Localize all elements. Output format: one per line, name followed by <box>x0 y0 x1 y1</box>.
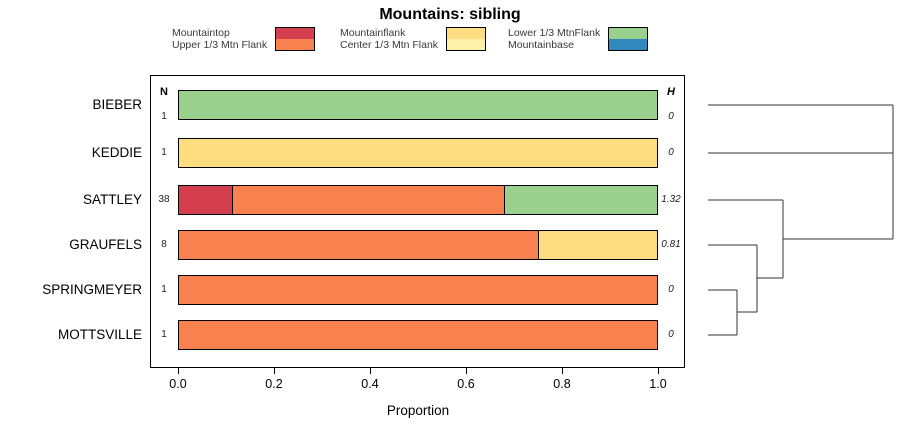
legend-label: Upper 1/3 Mtn Flank <box>172 39 268 51</box>
legend-swatch <box>608 27 649 51</box>
h-column-header: H <box>667 86 675 98</box>
legend-color-mountainflank <box>447 28 486 39</box>
bar-segment <box>179 231 538 259</box>
axis-tick <box>370 368 371 374</box>
row-label: SPRINGMEYER <box>42 282 142 297</box>
h-value: 0 <box>668 284 674 295</box>
row-label: MOTTSVILLE <box>57 327 142 342</box>
chart-title: Mountains: sibling <box>379 6 521 23</box>
legend-label: Mountainbase <box>508 39 574 51</box>
bar-segment <box>537 231 657 259</box>
legend-swatch <box>446 27 487 51</box>
n-value: 38 <box>158 194 170 205</box>
axis-tick <box>178 368 179 374</box>
legend-color-mountainbase <box>609 39 648 50</box>
bar-bieber <box>178 90 658 120</box>
n-value: 1 <box>161 111 167 122</box>
n-value: 8 <box>161 239 167 250</box>
legend-labels: Mountainflank Center 1/3 Mtn Flank <box>340 27 438 51</box>
axis-tick <box>274 368 275 374</box>
row-label: SATTLEY <box>82 192 142 207</box>
dendrogram-lines <box>708 104 894 336</box>
legend-color-upper-flank <box>276 39 315 50</box>
legend-labels: Lower 1/3 MtnFlank Mountainbase <box>508 27 600 51</box>
legend-color-lower-flank <box>609 28 648 39</box>
axis-tick-label: 1.0 <box>649 377 667 391</box>
axis-tick-label: 0.8 <box>553 377 571 391</box>
legend-swatch <box>275 27 316 51</box>
h-value: 0.81 <box>661 239 681 250</box>
legend-label: Mountaintop <box>172 27 230 39</box>
legend: Mountaintop Upper 1/3 Mtn Flank Mountain… <box>0 27 900 55</box>
plot-area <box>150 75 685 368</box>
bar-segment <box>179 186 232 214</box>
dendrogram <box>708 104 894 336</box>
n-value: 1 <box>161 329 167 340</box>
axis-tick-label: 0.0 <box>169 377 187 391</box>
row-label: BIEBER <box>92 97 142 112</box>
legend-group-flank-upper: Mountaintop Upper 1/3 Mtn Flank <box>172 27 316 51</box>
x-axis-title: Proportion <box>386 403 450 418</box>
legend-color-center-flank <box>447 39 486 50</box>
bar-segment <box>179 276 657 304</box>
legend-group-flank-center: Mountainflank Center 1/3 Mtn Flank <box>340 27 487 51</box>
bar-segment <box>179 139 657 167</box>
legend-labels: Mountaintop Upper 1/3 Mtn Flank <box>172 27 267 51</box>
legend-color-mountaintop <box>276 28 315 39</box>
bar-segment <box>179 321 657 349</box>
bar-springmeyer <box>178 275 658 305</box>
h-value: 1.32 <box>661 194 681 205</box>
row-label: GRAUFELS <box>69 237 142 252</box>
bar-mottsville <box>178 320 658 350</box>
bar-graufels <box>178 230 658 260</box>
bar-keddie <box>178 138 658 168</box>
axis-tick <box>466 368 467 374</box>
n-column-header: N <box>160 86 168 98</box>
legend-label: Mountainflank <box>340 27 406 39</box>
h-value: 0 <box>668 147 674 158</box>
axis-tick <box>658 368 659 374</box>
legend-group-lower-base: Lower 1/3 MtnFlank Mountainbase <box>508 27 649 51</box>
row-label: KEDDIE <box>91 145 142 160</box>
bar-segment <box>179 91 657 119</box>
bar-segment <box>504 186 657 214</box>
n-value: 1 <box>161 147 167 158</box>
n-value: 1 <box>161 284 167 295</box>
axis-tick-label: 0.2 <box>265 377 283 391</box>
legend-label: Center 1/3 Mtn Flank <box>340 39 439 51</box>
bar-sattley <box>178 185 658 215</box>
legend-label: Lower 1/3 MtnFlank <box>508 27 601 39</box>
bar-segment <box>231 186 505 214</box>
axis-tick-label: 0.6 <box>457 377 475 391</box>
h-value: 0 <box>668 111 674 122</box>
axis-tick <box>562 368 563 374</box>
axis-tick-label: 0.4 <box>361 377 379 391</box>
h-value: 0 <box>668 329 674 340</box>
